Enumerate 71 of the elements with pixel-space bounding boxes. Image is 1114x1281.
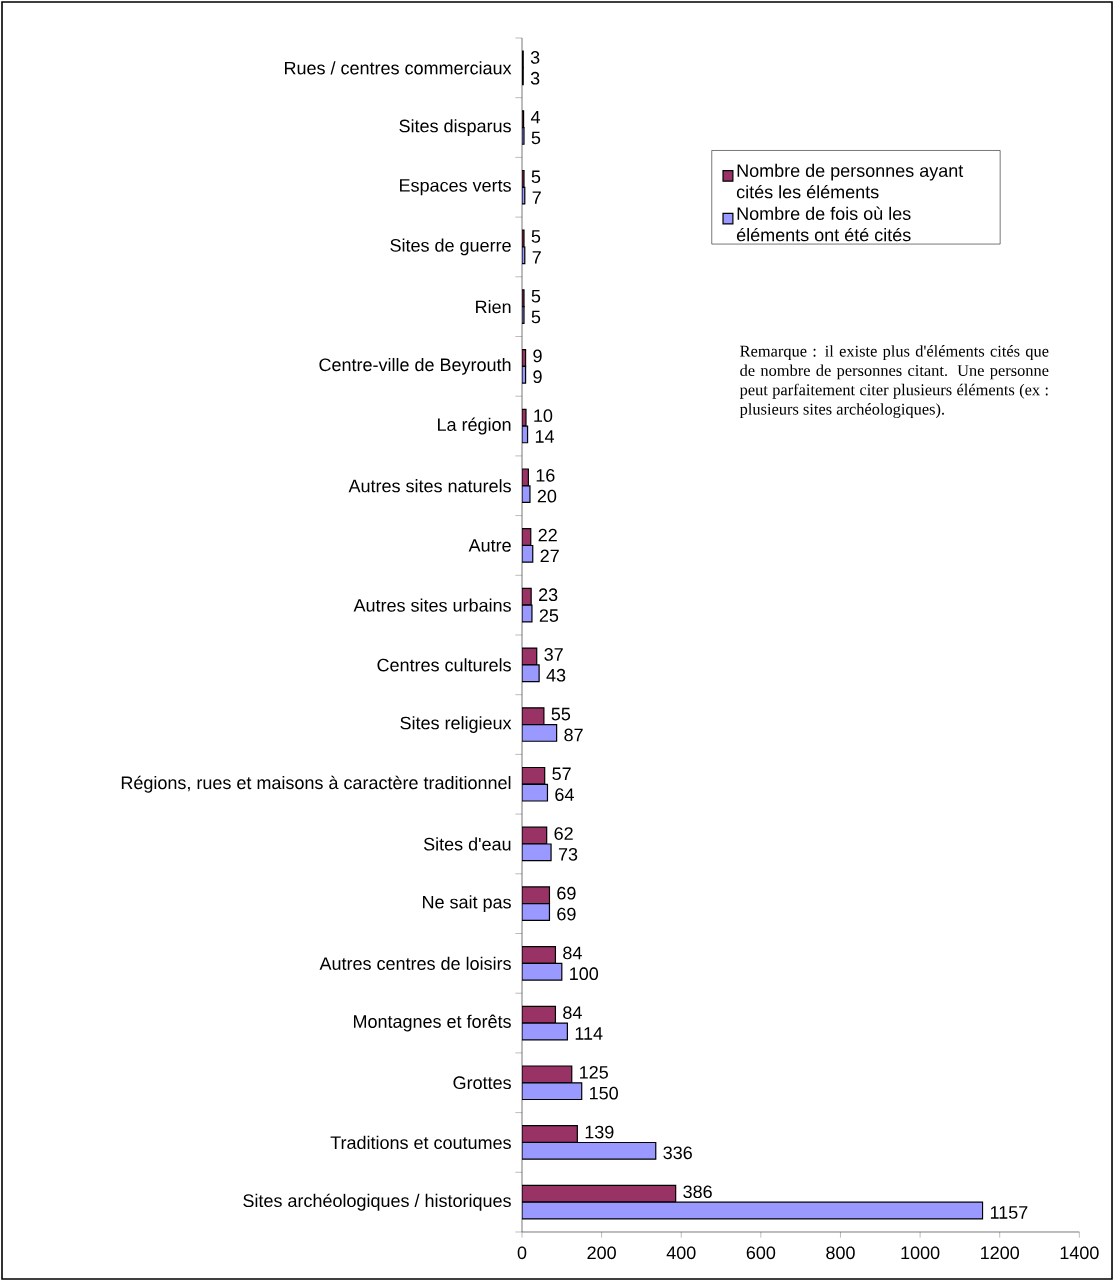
x-tick-label: 600 <box>746 1246 776 1260</box>
data-label: 69 <box>557 886 576 900</box>
data-label: 20 <box>537 489 557 503</box>
data-label: 73 <box>558 847 578 861</box>
data-label: 43 <box>546 668 566 682</box>
y-tick-label: Autres centres de loisirs <box>319 956 511 970</box>
data-label: 336 <box>663 1146 692 1160</box>
data-label: 14 <box>535 430 555 443</box>
x-tick-label: 1200 <box>981 1246 1020 1260</box>
data-label: 3 <box>530 51 540 64</box>
data-label: 62 <box>554 827 573 840</box>
data-label: 386 <box>683 1185 712 1199</box>
legend-label: Nombre de fois où les éléments ont été cités <box>736 206 911 242</box>
data-label: 25 <box>539 609 559 622</box>
x-tick-label: 1400 <box>1060 1246 1099 1260</box>
data-label: 57 <box>552 767 571 781</box>
y-tick-label: Régions, rues et maisons à caractère traditionnel <box>121 775 511 793</box>
y-tick-label: La région <box>438 417 511 435</box>
y-tick-label: Centre-ville de Beyrouth <box>319 357 511 375</box>
y-tick-label: Autres sites urbains <box>353 598 511 612</box>
data-label: 9 <box>533 349 542 363</box>
x-tick-label: 200 <box>587 1246 616 1260</box>
x-tick-label: 400 <box>666 1246 696 1260</box>
y-tick-label: Sites archéologiques / historiques <box>243 1193 511 1211</box>
y-tick-label: Ne sait pas <box>423 895 511 913</box>
data-label: 5 <box>531 170 541 184</box>
data-label: 84 <box>563 1006 582 1020</box>
y-tick-label: Traditions et coutumes <box>330 1135 511 1150</box>
data-label: 84 <box>563 946 582 960</box>
data-label: 69 <box>557 907 576 921</box>
data-label: 7 <box>532 191 541 204</box>
legend-label: Nombre de personnes ayant cités les éléments <box>736 163 964 199</box>
data-label: 23 <box>538 588 558 602</box>
y-tick-label: Rien <box>476 300 511 314</box>
data-label: 1157 <box>990 1206 1028 1219</box>
data-label: 125 <box>580 1065 608 1079</box>
x-tick-label: 800 <box>826 1246 855 1260</box>
y-tick-label: Rues / centres commerciaux <box>285 61 512 75</box>
data-label: 4 <box>530 110 541 124</box>
y-tick-label: Sites religieux <box>400 716 512 733</box>
data-label: 5 <box>531 289 541 303</box>
data-label: 37 <box>544 648 563 661</box>
y-tick-label: Sites d'eau <box>423 837 511 851</box>
data-label: 100 <box>570 967 599 981</box>
data-label: 139 <box>585 1125 614 1139</box>
y-tick-label: Centres culturels <box>377 658 511 672</box>
data-label: 87 <box>564 728 583 742</box>
data-label: 16 <box>536 468 555 482</box>
data-label: 64 <box>555 788 574 802</box>
y-tick-label: Autres sites naturels <box>348 479 511 493</box>
data-label: 150 <box>590 1086 618 1100</box>
y-tick-label: Sites disparus <box>399 119 511 136</box>
x-tick-label: 1000 <box>901 1246 940 1260</box>
y-tick-label: Autre <box>468 539 511 552</box>
annotation: Remarque : il existe plus d'éléments cités que de nombre de personnes citant. Une personne peut parfaitement citer plusieurs éléments (ex : plusieurs sites archéologiques). <box>739 345 1049 419</box>
data-label: 3 <box>530 71 540 85</box>
data-label: 10 <box>534 409 553 422</box>
x-tick-label: 0 <box>517 1246 527 1260</box>
data-label: 22 <box>538 528 557 542</box>
data-label: 5 <box>531 230 541 243</box>
y-tick-label: Espaces verts <box>400 179 511 196</box>
data-label: 7 <box>532 251 541 264</box>
data-label: 9 <box>533 370 542 384</box>
y-tick-label: Sites de guerre <box>390 238 511 256</box>
data-label: 27 <box>540 549 559 563</box>
data-label: 114 <box>575 1027 603 1040</box>
y-tick-label: Montagnes et forêts <box>353 1014 511 1032</box>
y-tick-label: Grottes <box>453 1076 511 1090</box>
data-label: 55 <box>551 707 571 721</box>
data-label: 5 <box>531 131 541 145</box>
data-label: 5 <box>531 310 541 324</box>
